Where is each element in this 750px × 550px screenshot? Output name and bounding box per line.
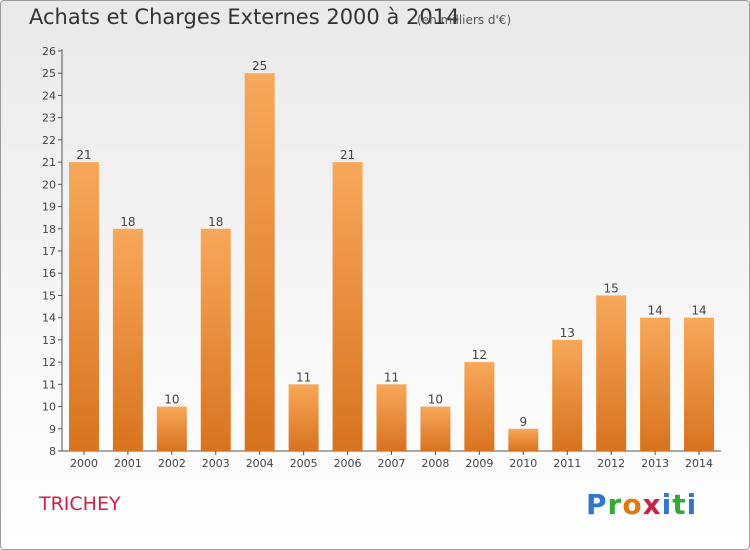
bar-2000[interactable] [68, 162, 99, 451]
y-tick-label: 24 [42, 89, 56, 102]
data-label: 18 [208, 215, 223, 229]
y-tick-label: 9 [49, 423, 56, 436]
y-tick-label: 15 [42, 289, 56, 302]
y-tick-label: 10 [42, 401, 56, 414]
y-tick-label: 26 [42, 45, 56, 58]
data-label: 13 [560, 326, 575, 340]
y-tick-label: 12 [42, 356, 56, 369]
y-tick-label: 19 [42, 201, 56, 214]
bar-2005[interactable] [288, 384, 319, 451]
commune-name: TRICHEY [39, 493, 121, 515]
chart-subtitle: (en milliers d'€) [417, 13, 512, 27]
data-label: 10 [428, 393, 443, 407]
x-tick-label: 2004 [246, 457, 274, 470]
y-tick-label: 23 [42, 112, 56, 125]
bar-2011[interactable] [552, 339, 583, 451]
data-label: 18 [120, 215, 135, 229]
y-tick-label: 21 [42, 156, 56, 169]
bar-2003[interactable] [200, 228, 231, 451]
x-tick-label: 2013 [641, 457, 669, 470]
bar-2008[interactable] [420, 406, 451, 451]
data-label: 9 [519, 415, 527, 429]
data-label: 11 [296, 370, 311, 384]
proxiti-logo[interactable]: Proxiti [586, 488, 698, 521]
x-tick-label: 2006 [334, 457, 362, 470]
y-tick-label: 14 [42, 312, 56, 325]
x-tick-label: 2014 [685, 457, 713, 470]
bar-2006[interactable] [332, 162, 363, 451]
y-tick-label: 16 [42, 267, 56, 280]
data-label: 21 [76, 148, 91, 162]
data-label: 14 [647, 304, 662, 318]
bar-2001[interactable] [112, 228, 143, 451]
data-label: 15 [604, 281, 619, 295]
data-label: 21 [340, 148, 355, 162]
data-label: 25 [252, 59, 267, 73]
bar-2013[interactable] [640, 317, 671, 451]
x-tick-label: 2003 [202, 457, 230, 470]
data-label: 11 [384, 370, 399, 384]
x-tick-label: 2000 [70, 457, 98, 470]
x-axis: 2000 2001 2002 2003 2004 2005 2006 2007 2008 2009… [62, 450, 721, 470]
data-label: 14 [691, 304, 706, 318]
bar-2014[interactable] [684, 317, 715, 451]
y-tick-label: 13 [42, 334, 56, 347]
y-tick-label: 8 [49, 445, 56, 458]
bar-2007[interactable] [376, 384, 407, 451]
bar-2010[interactable] [508, 428, 539, 451]
y-axis: 8 9 10 11 12 13 14 15 16 17 18 19 20 21 22 23 24 25 26 [42, 45, 63, 458]
bars: 21 18 10 18 25 11 21 11 10 12 9 13 15 14 14 [68, 59, 715, 451]
y-tick-label: 18 [42, 223, 56, 236]
bar-2004[interactable] [244, 73, 275, 451]
x-tick-label: 2007 [378, 457, 406, 470]
x-tick-label: 2010 [509, 457, 537, 470]
x-tick-label: 2002 [158, 457, 186, 470]
x-tick-label: 2009 [465, 457, 493, 470]
x-tick-label: 2011 [553, 457, 581, 470]
y-tick-label: 22 [42, 134, 56, 147]
x-tick-label: 2008 [421, 457, 449, 470]
x-tick-label: 2005 [290, 457, 318, 470]
bar-2009[interactable] [464, 362, 495, 451]
x-tick-label: 2012 [597, 457, 625, 470]
data-label: 12 [472, 348, 487, 362]
y-tick-label: 25 [42, 67, 56, 80]
bar-chart: 8 9 10 11 12 13 14 15 16 17 18 19 20 21 22 23 24 25 26 200… [42, 45, 721, 470]
y-tick-label: 20 [42, 178, 56, 191]
bar-2012[interactable] [596, 295, 627, 451]
bar-2002[interactable] [156, 406, 187, 451]
chart-title: Achats et Charges Externes 2000 à 2014 [29, 5, 460, 29]
data-label: 10 [164, 393, 179, 407]
x-tick-label: 2001 [114, 457, 142, 470]
y-tick-label: 11 [42, 378, 56, 391]
y-tick-label: 17 [42, 245, 56, 258]
